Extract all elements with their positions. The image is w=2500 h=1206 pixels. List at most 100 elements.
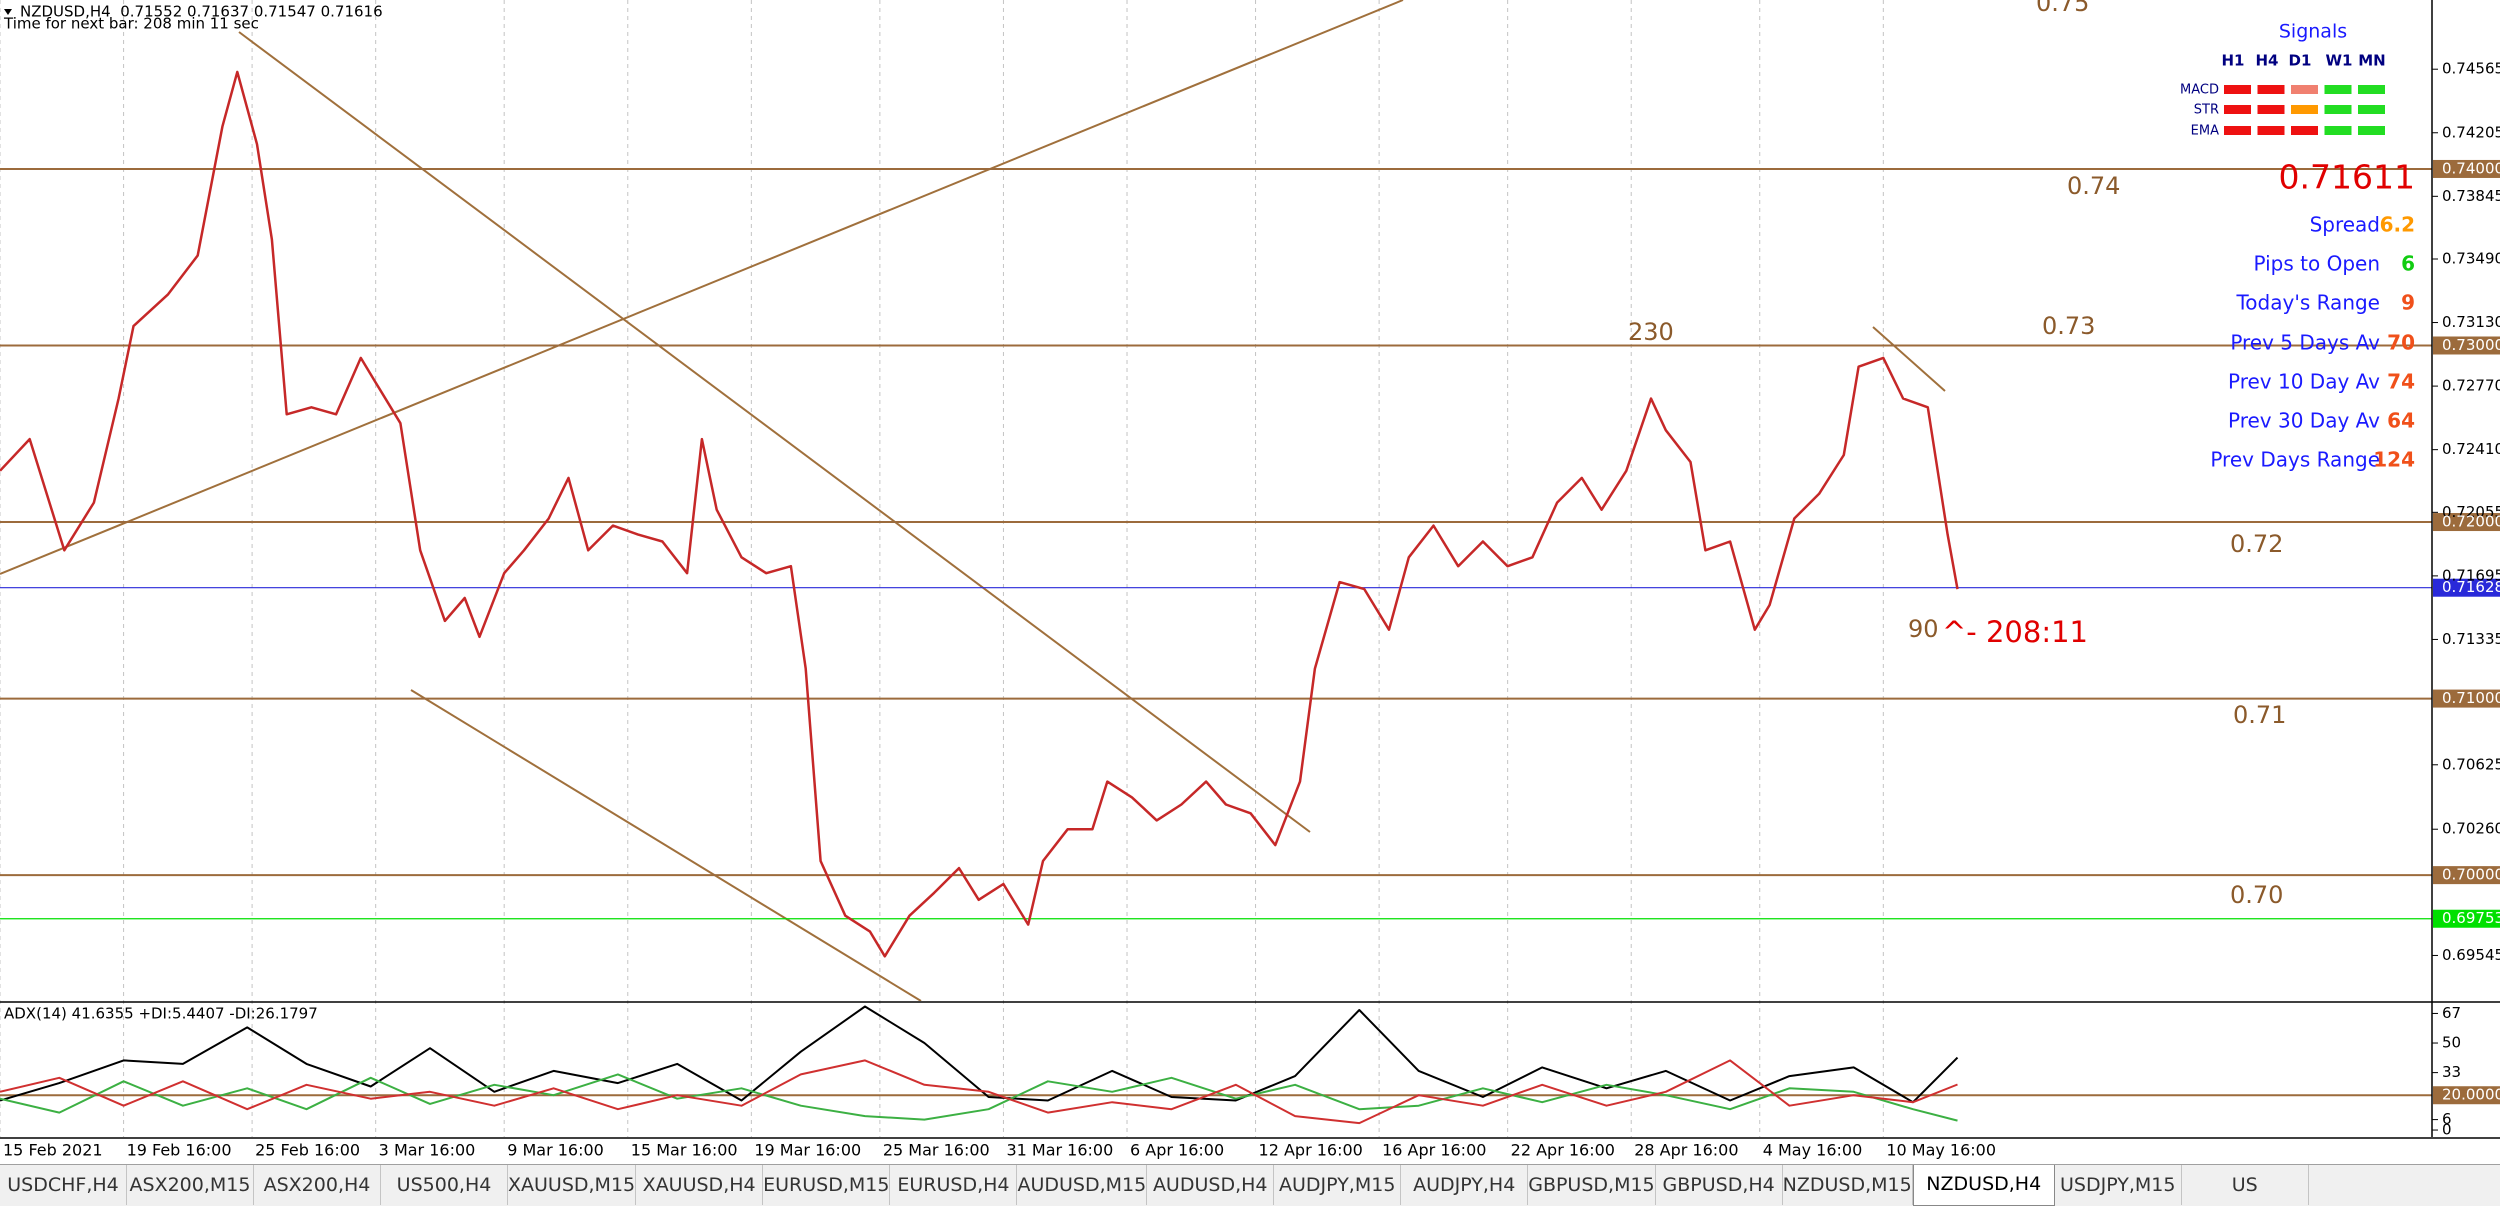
- y-tick-label: 6: [2442, 1110, 2452, 1128]
- trend-line: [410, 689, 922, 1001]
- bar-timer: Time for next bar: 208 min 11 sec: [3, 15, 259, 33]
- info-label: Prev 10 Day Av: [2228, 370, 2380, 394]
- axis-price-box: [2433, 336, 2500, 355]
- x-tick-label: 19 Mar 16:00: [754, 1141, 861, 1160]
- signal-cell: [2224, 126, 2251, 135]
- x-tick-label: 22 Apr 16:00: [1511, 1141, 1615, 1160]
- adx-line: [0, 1005, 1959, 1104]
- symbol-tab[interactable]: EURUSD,H4: [890, 1165, 1018, 1205]
- annotation: 90: [1908, 615, 1939, 643]
- menu-arrow: [4, 9, 12, 15]
- price-line: [0, 70, 1959, 958]
- symbol-tab[interactable]: AUDUSD,M15: [1017, 1165, 1148, 1205]
- symbol-tab[interactable]: XAUUSD,H4: [636, 1165, 764, 1205]
- symbol-tab[interactable]: AUDUSD,H4: [1147, 1165, 1275, 1205]
- level-label: 0.70: [2230, 881, 2283, 909]
- x-tick-label: 28 Apr 16:00: [1634, 1141, 1738, 1160]
- y-tick-label: 33: [2442, 1063, 2461, 1081]
- level-label: 0.73: [2042, 312, 2095, 340]
- axis-price-box: [2433, 866, 2500, 885]
- annotation: ^- 208:11: [1942, 615, 2088, 649]
- signal-cell: [2257, 105, 2285, 114]
- signal-cell: [2291, 126, 2318, 135]
- y-tick-label: 0.73130: [2442, 313, 2500, 331]
- y-tick-label: 0.72410: [2442, 440, 2500, 458]
- info-value: 6.2: [2380, 213, 2415, 237]
- signal-row-label: MACD: [2180, 83, 2219, 98]
- price-layer: [0, 70, 2432, 958]
- symbol-tab[interactable]: GBPUSD,H4: [1656, 1165, 1783, 1205]
- y-tick-label: 0.73845: [2442, 187, 2500, 205]
- symbol-line: NZDUSD,H4 0.71552 0.71637 0.71547 0.7161…: [20, 3, 383, 21]
- axis-price-box: [2433, 513, 2500, 532]
- axis-price-label: 0.70000: [2442, 866, 2500, 884]
- symbol-tab[interactable]: XAUUSD,M15: [508, 1165, 637, 1205]
- symbol-tab[interactable]: AUDJPY,M15: [1274, 1165, 1402, 1205]
- info-label: Spread: [2310, 213, 2380, 237]
- axis-level-box: [2433, 1086, 2500, 1105]
- bid-line-box: [2433, 578, 2500, 597]
- y-tick-label: 0.69545: [2442, 946, 2500, 964]
- symbol-tab[interactable]: NZDUSD,M15: [1783, 1165, 1913, 1205]
- axis-price-label: 0.73000: [2442, 336, 2500, 354]
- symbol-tab[interactable]: ASX200,M15: [127, 1165, 254, 1205]
- annotation: 230: [1628, 318, 1674, 346]
- adx-title: ADX(14) 41.6355 +DI:5.4407 -DI:26.1797: [4, 1005, 318, 1023]
- x-tick-label: 25 Mar 16:00: [883, 1141, 990, 1160]
- x-tick-label: 15 Feb 2021: [3, 1141, 103, 1160]
- symbol-tab[interactable]: NZDUSD,H4: [1912, 1165, 2055, 1206]
- signal-cell: [2324, 126, 2352, 135]
- y-tick-label: 0.70625: [2442, 755, 2500, 773]
- signal-row-label: EMA: [2191, 124, 2219, 139]
- axis-price-label: 0.71000: [2442, 689, 2500, 707]
- level-label: 0.75: [2036, 0, 2089, 17]
- y-tick-label: 50: [2442, 1034, 2461, 1052]
- symbol-tab[interactable]: ASX200,H4: [254, 1165, 381, 1205]
- y-tick-label: 0.72055: [2442, 503, 2500, 521]
- signal-cell: [2358, 126, 2385, 135]
- signal-column: MN: [2358, 52, 2385, 70]
- info-label: Prev Days Range: [2210, 448, 2380, 472]
- trend-line: [0, 0, 1404, 575]
- y-tick-label: 0.74205: [2442, 123, 2500, 141]
- axis-level-label: 20.0000: [2442, 1086, 2500, 1104]
- signal-cell: [2324, 105, 2352, 114]
- y-tick-label: 0: [2442, 1121, 2452, 1139]
- alert-line-box: [2433, 909, 2500, 928]
- tab-bar: USDCHF,H4 ASX200,M15 ASX200,H4 US500,H4 XAUU…: [0, 1164, 2500, 1206]
- info-label: Today's Range: [2235, 291, 2380, 315]
- chart-window: NZDUSD,H4 0.71552 0.71637 0.71547 0.7161…: [0, 0, 2500, 1160]
- axis-layer: [0, 0, 2500, 1139]
- axis-price-box: [2433, 159, 2500, 178]
- x-tick-label: 4 May 16:00: [1763, 1141, 1863, 1160]
- adx-layer: [0, 1005, 2432, 1125]
- signal-column: W1: [2326, 52, 2353, 70]
- adx-line: [0, 1073, 1958, 1122]
- signal-column: H1: [2222, 52, 2245, 70]
- axis-price-label: 0.74000: [2442, 159, 2500, 177]
- symbol-tab[interactable]: USDCHF,H4: [0, 1165, 127, 1205]
- x-tick-label: 9 Mar 16:00: [507, 1141, 604, 1160]
- symbol-tab[interactable]: EURUSD,M15: [763, 1165, 891, 1205]
- signal-cell: [2358, 105, 2385, 114]
- symbol-tab[interactable]: US: [2182, 1165, 2309, 1205]
- signal-cell: [2257, 85, 2285, 94]
- symbol-tab[interactable]: US500,H4: [381, 1165, 508, 1205]
- signal-column: D1: [2289, 52, 2312, 70]
- y-tick-label: 0.73490: [2442, 249, 2500, 267]
- symbol-tab[interactable]: GBPUSD,M15: [1528, 1165, 1656, 1205]
- signal-cell: [2224, 105, 2251, 114]
- signal-cell: [2324, 85, 2352, 94]
- bid-line-label: 0.71628: [2442, 578, 2500, 596]
- level-label: 0.74: [2067, 172, 2120, 200]
- signals-title: Signals: [2279, 21, 2347, 43]
- signal-row-label: STR: [2194, 103, 2219, 118]
- symbol-tab[interactable]: USDJPY,M15: [2055, 1165, 2182, 1205]
- symbol-tab[interactable]: AUDJPY,H4: [1401, 1165, 1529, 1205]
- y-tick-label: 0.70260: [2442, 820, 2500, 838]
- adx-line: [0, 1059, 1958, 1125]
- text-layer: NZDUSD,H4 0.71552 0.71637 0.71547 0.7161…: [3, 0, 2500, 1160]
- info-value: 6: [2401, 252, 2415, 276]
- x-tick-label: 10 May 16:00: [1886, 1141, 1996, 1160]
